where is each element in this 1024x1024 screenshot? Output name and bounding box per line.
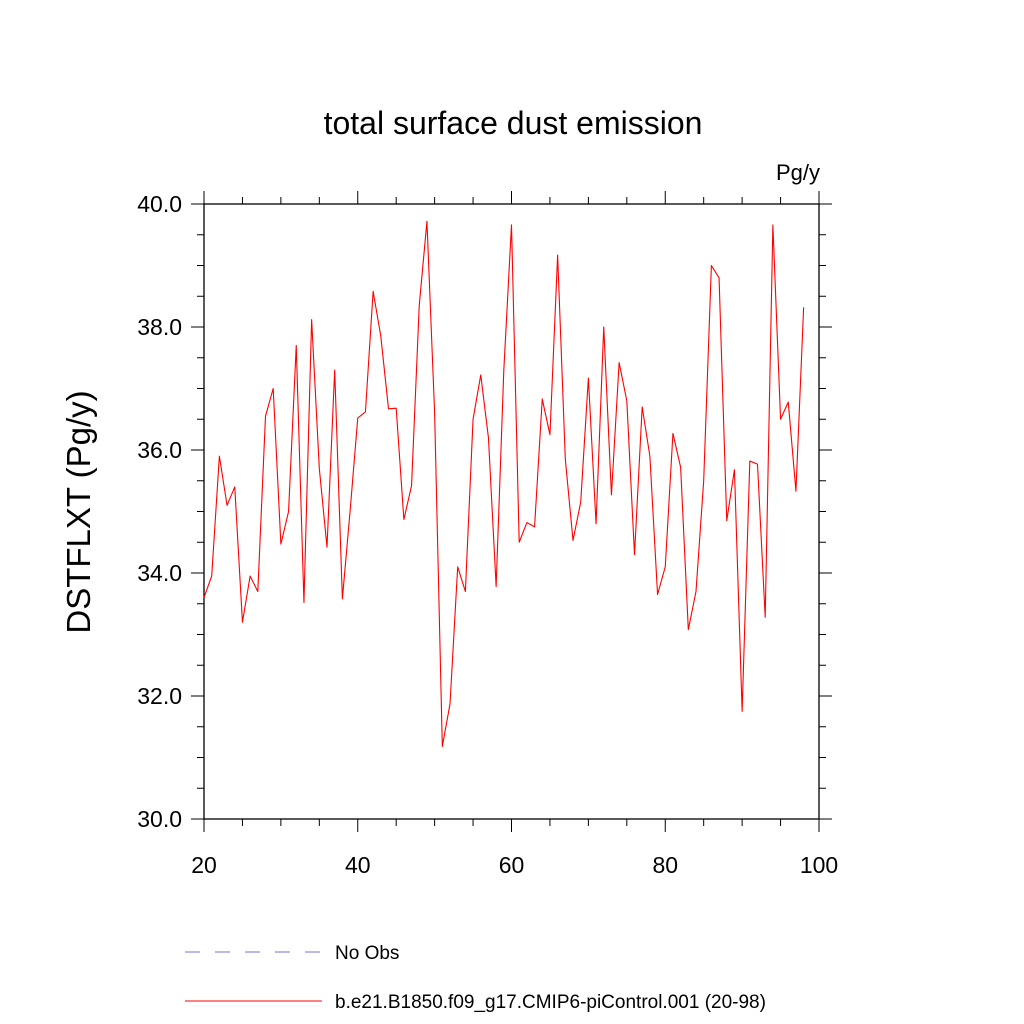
- x-tick-label: 40: [345, 852, 371, 878]
- units-label: Pg/y: [776, 160, 820, 185]
- axis-tick-labels: 30.0 32.0 34.0 36.0 38.0 40.0 20 40 60 80 100: [137, 191, 838, 878]
- chart-title: total surface dust emission: [324, 105, 703, 141]
- y-axis-label: DSTFLXT (Pg/y): [60, 390, 97, 633]
- y-tick-label: 40.0: [137, 191, 182, 217]
- legend-label-no-obs: No Obs: [335, 943, 399, 964]
- x-tick-label: 100: [800, 852, 838, 878]
- y-tick-label: 36.0: [137, 437, 182, 463]
- legend: No Obs b.e21.B1850.f09_g17.CMIP6-piContr…: [185, 943, 766, 1013]
- plot-frame: [203, 203, 820, 820]
- y-tick-label: 38.0: [137, 314, 182, 340]
- x-tick-label: 20: [191, 852, 217, 878]
- y-tick-label: 32.0: [137, 683, 182, 709]
- series-line-0: [203, 220, 805, 747]
- x-tick-label: 80: [652, 852, 678, 878]
- legend-label-picontrol: b.e21.B1850.f09_g17.CMIP6-piControl.001 …: [335, 992, 766, 1013]
- x-tick-label: 60: [499, 852, 525, 878]
- y-tick-label: 30.0: [137, 806, 182, 832]
- data-series: [203, 220, 805, 747]
- y-tick-label: 34.0: [137, 560, 182, 586]
- axis-ticks: [191, 191, 832, 832]
